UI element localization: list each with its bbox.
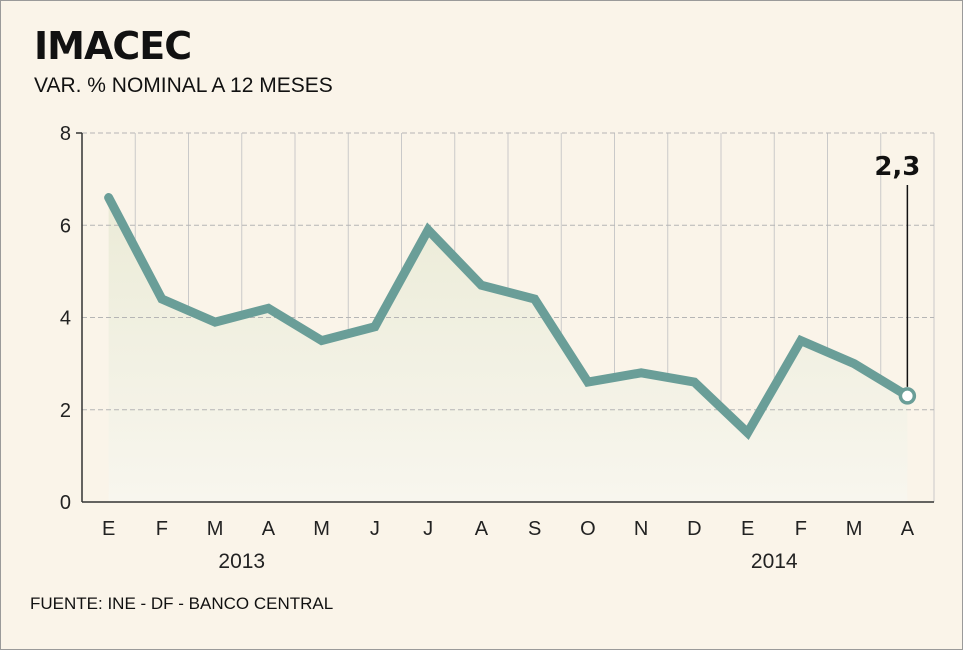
annotation-value-label: 2,3 xyxy=(874,152,920,182)
y-tick-label: 8 xyxy=(60,123,71,145)
x-tick-label: A xyxy=(262,518,276,540)
x-tick-label: M xyxy=(846,518,863,540)
chart-title: IMACEC xyxy=(34,24,192,68)
x-tick-label: M xyxy=(207,518,224,540)
y-tick-label: 0 xyxy=(60,492,71,514)
x-tick-label: J xyxy=(423,518,433,540)
x-tick-label: A xyxy=(475,518,489,540)
series-line xyxy=(104,193,912,441)
x-tick-label: D xyxy=(687,518,701,540)
year-label: 2013 xyxy=(218,550,265,573)
x-tick-label: S xyxy=(528,518,541,540)
x-tick-label: J xyxy=(370,518,380,540)
y-tick-label: 6 xyxy=(60,215,71,237)
x-tick-label: A xyxy=(901,518,915,540)
x-tick-label: N xyxy=(634,518,648,540)
source-note: FUENTE: INE - DF - BANCO CENTRAL xyxy=(30,594,334,613)
x-tick-label: E xyxy=(741,518,754,540)
chart-subtitle: VAR. % NOMINAL A 12 MESES xyxy=(34,74,333,97)
area-fill xyxy=(108,197,908,502)
y-tick-label: 4 xyxy=(60,308,71,330)
year-label: 2014 xyxy=(751,550,798,573)
y-tick-label: 2 xyxy=(60,400,71,422)
x-tick-label: E xyxy=(102,518,115,540)
x-tick-label: M xyxy=(313,518,330,540)
x-tick-label: F xyxy=(795,518,807,540)
last-data-point xyxy=(898,387,917,405)
x-tick-label: O xyxy=(580,518,596,540)
x-tick-label: F xyxy=(156,518,168,540)
